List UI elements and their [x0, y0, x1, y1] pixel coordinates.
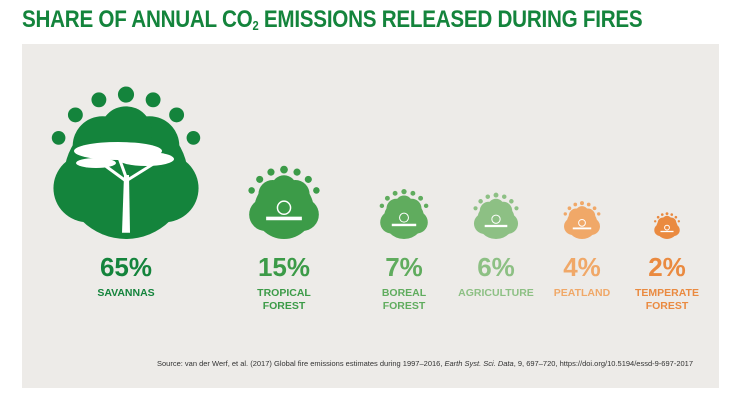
source-citation: Source: van der Werf, et al. (2017) Glob… — [156, 359, 693, 368]
category-label: TEMPERATE — [635, 287, 699, 299]
bubble-6 — [653, 212, 681, 239]
value-label: 4% — [563, 252, 601, 282]
emissions-chart: 65%SAVANNAS15%TROPICALFOREST7%BOREALFORE… — [51, 86, 699, 312]
value-label: 15% — [258, 252, 310, 282]
value-label: 6% — [477, 252, 515, 282]
category-label: TROPICAL — [257, 287, 311, 299]
value-label: 65% — [100, 252, 152, 282]
value-label: 7% — [385, 252, 423, 282]
bubble-3 — [379, 188, 429, 239]
chart-panel: 65% SAVANNAS 15% TROPICAL FOREST 7% BOREAL FORE… — [22, 44, 719, 388]
field-icon — [484, 214, 508, 228]
category-label: AGRICULTURE — [458, 287, 534, 299]
peatland-icon — [572, 218, 592, 230]
bubble-1 — [51, 86, 201, 239]
conifer-tree-icon — [391, 212, 417, 227]
bubble-2 — [248, 165, 320, 239]
bubble-5 — [563, 201, 601, 239]
category-label: FOREST — [383, 300, 426, 312]
category-label: BOREAL — [382, 287, 427, 299]
palm-tree-icon — [266, 200, 302, 221]
savanna-tree-icon — [74, 142, 174, 233]
leaf-icon — [660, 224, 674, 233]
category-label: FOREST — [646, 300, 689, 312]
category-label: PEATLAND — [554, 287, 611, 299]
bubble-4 — [473, 192, 519, 239]
page-title: SHARE OF ANNUAL CO2 EMISSIONS RELEASED D… — [22, 6, 643, 33]
value-label: 2% — [648, 252, 686, 282]
category-label: FOREST — [263, 300, 306, 312]
category-label: SAVANNAS — [97, 287, 154, 299]
